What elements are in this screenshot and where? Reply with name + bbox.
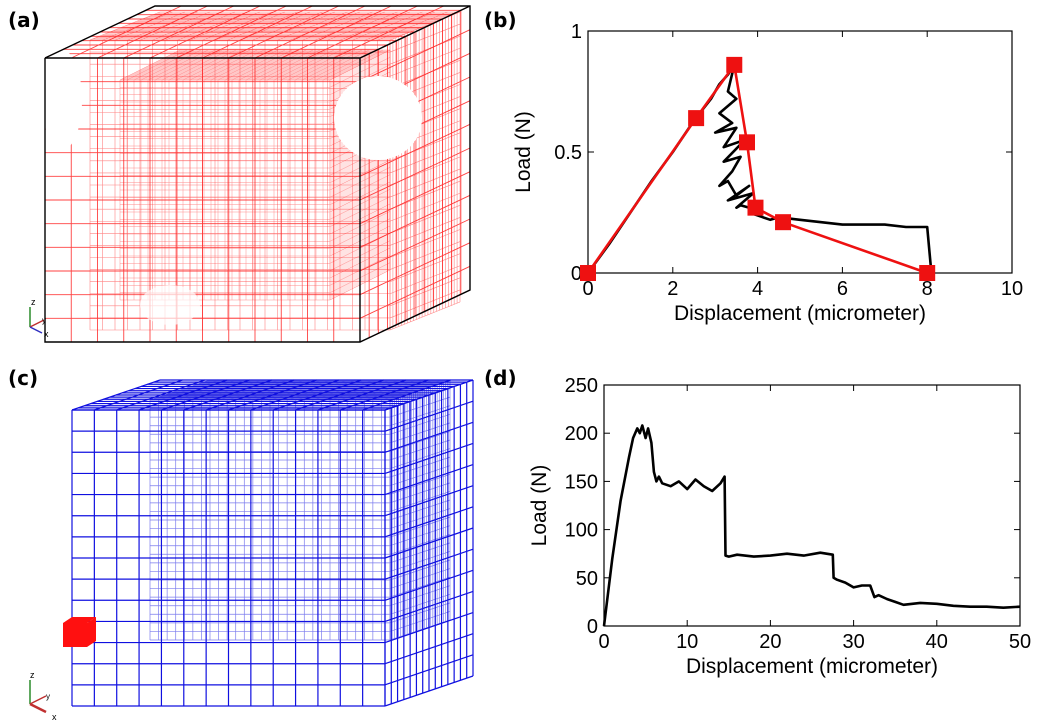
y-tick-label: 200 <box>565 423 598 445</box>
data-point-marker <box>580 265 596 281</box>
series-line-0 <box>602 424 1021 627</box>
y-tick-label: 100 <box>565 520 598 542</box>
panel-label-c: (c) <box>8 366 39 390</box>
y-tick-label: 0 <box>571 263 582 285</box>
y-tick-label: 150 <box>565 471 598 493</box>
x-tick-label: 10 <box>676 631 698 653</box>
y-tick-label: 0 <box>587 616 598 638</box>
x-axis-title: Displacement (micrometer) <box>686 655 938 678</box>
x-tick-label: 10 <box>1001 278 1023 300</box>
data-point-marker <box>688 110 705 127</box>
x-tick-label: 6 <box>837 278 848 300</box>
data-point-marker <box>726 56 743 73</box>
x-axis-title: Displacement (micrometer) <box>674 302 926 325</box>
x-tick-label: 2 <box>667 278 678 300</box>
x-tick-label: 0 <box>598 631 609 653</box>
x-tick-label: 30 <box>842 631 864 653</box>
y-axis-title: Load (N) <box>512 111 535 193</box>
x-tick-label: 8 <box>922 278 933 300</box>
y-tick-label: 250 <box>565 375 598 397</box>
x-tick-label: 50 <box>1009 631 1031 653</box>
panel-label-d: (d) <box>484 366 517 390</box>
panel-label-b: (b) <box>484 8 517 32</box>
plot-frame <box>603 384 1021 627</box>
x-tick-label: 0 <box>582 278 593 300</box>
data-point-marker <box>775 214 792 231</box>
x-tick-label: 20 <box>759 631 781 653</box>
x-tick-label: 40 <box>926 631 948 653</box>
y-axis-title: Load (N) <box>528 465 551 547</box>
x-tick-label: 4 <box>752 278 763 300</box>
y-tick-label: 1 <box>571 21 582 43</box>
y-tick-label: 50 <box>576 568 598 590</box>
data-point-marker <box>747 199 764 216</box>
data-point-marker <box>919 265 936 281</box>
data-point-marker <box>739 134 755 151</box>
panel-label-a: (a) <box>8 8 40 32</box>
y-tick-label: 0.5 <box>554 142 582 164</box>
